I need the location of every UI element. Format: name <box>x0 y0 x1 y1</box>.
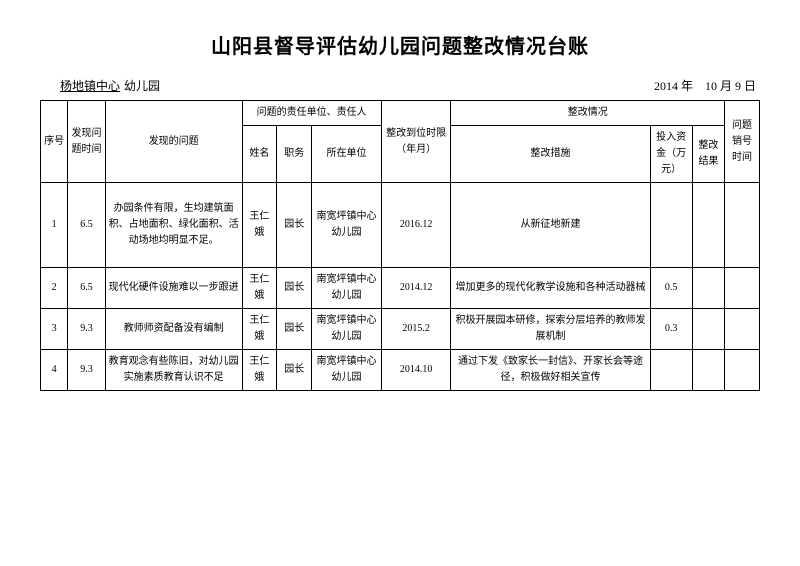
table-body: 1 6.5 办园条件有限，生均建筑面积、占地面积、绿化面积、活动场地均明显不足。… <box>41 183 760 391</box>
cell-time: 6.5 <box>68 183 105 268</box>
hdr-measure: 整改措施 <box>451 126 650 183</box>
hdr-position: 职务 <box>277 126 312 183</box>
table-row: 2 6.5 现代化硬件设施难以一步跟进 王仁娥 园长 南宽坪镇中心幼儿园 201… <box>41 268 760 309</box>
issues-table: 序号 发现问题时间 发现的问题 问题的责任单位、责任人 整改到位时限（年月） 整… <box>40 100 760 391</box>
cell-result <box>692 268 724 309</box>
table-row: 1 6.5 办园条件有限，生均建筑面积、占地面积、绿化面积、活动场地均明显不足。… <box>41 183 760 268</box>
cell-name: 王仁娥 <box>242 183 277 268</box>
cell-deadline: 2016.12 <box>381 183 451 268</box>
table-row: 4 9.3 教育观念有些陈旧，对幼儿园实施素质教育认识不足 王仁娥 园长 南宽坪… <box>41 350 760 391</box>
cell-measure: 增加更多的现代化教学设施和各种活动器械 <box>451 268 650 309</box>
cell-cancel <box>725 350 760 391</box>
hdr-resp-group: 问题的责任单位、责任人 <box>242 101 381 126</box>
cell-name: 王仁娥 <box>242 268 277 309</box>
hdr-name: 姓名 <box>242 126 277 183</box>
cell-result <box>692 350 724 391</box>
cell-unit: 南宽坪镇中心幼儿园 <box>312 309 382 350</box>
cell-seq: 4 <box>41 350 68 391</box>
hdr-found-time: 发现问题时间 <box>68 101 105 183</box>
cell-measure: 从新征地新建 <box>451 183 650 268</box>
org-label: 杨地镇中心幼儿园 <box>44 77 160 94</box>
cell-cancel <box>725 309 760 350</box>
cell-fund: 0.3 <box>650 309 692 350</box>
cell-unit: 南宽坪镇中心幼儿园 <box>312 183 382 268</box>
cell-position: 园长 <box>277 183 312 268</box>
cell-seq: 2 <box>41 268 68 309</box>
cell-measure: 通过下发《致家长一封信》、开家长会等途径，积极做好相关宣传 <box>451 350 650 391</box>
hdr-unit: 所在单位 <box>312 126 382 183</box>
cell-result <box>692 309 724 350</box>
meta-row: 杨地镇中心幼儿园 2014 年 10 月 9 日 <box>40 77 760 96</box>
report-date: 2014 年 10 月 9 日 <box>654 77 756 94</box>
org-name: 杨地镇中心 <box>56 79 124 93</box>
cell-fund <box>650 183 692 268</box>
hdr-issue: 发现的问题 <box>105 101 242 183</box>
cell-measure: 积极开展园本研修，探索分层培养的教师发展机制 <box>451 309 650 350</box>
cell-fund: 0.5 <box>650 268 692 309</box>
cell-position: 园长 <box>277 350 312 391</box>
cell-issue: 教师师资配备没有编制 <box>105 309 242 350</box>
cell-seq: 3 <box>41 309 68 350</box>
cell-unit: 南宽坪镇中心幼儿园 <box>312 350 382 391</box>
cell-deadline: 2014.12 <box>381 268 451 309</box>
cell-issue: 教育观念有些陈旧，对幼儿园实施素质教育认识不足 <box>105 350 242 391</box>
org-suffix: 幼儿园 <box>124 79 160 93</box>
cell-time: 9.3 <box>68 350 105 391</box>
cell-time: 6.5 <box>68 268 105 309</box>
table-header: 序号 发现问题时间 发现的问题 问题的责任单位、责任人 整改到位时限（年月） 整… <box>41 101 760 183</box>
cell-deadline: 2015.2 <box>381 309 451 350</box>
cell-cancel <box>725 183 760 268</box>
cell-result <box>692 183 724 268</box>
cell-position: 园长 <box>277 309 312 350</box>
cell-seq: 1 <box>41 183 68 268</box>
cell-issue: 办园条件有限，生均建筑面积、占地面积、绿化面积、活动场地均明显不足。 <box>105 183 242 268</box>
cell-fund <box>650 350 692 391</box>
hdr-cancel: 问题销号时间 <box>725 101 760 183</box>
cell-position: 园长 <box>277 268 312 309</box>
cell-unit: 南宽坪镇中心幼儿园 <box>312 268 382 309</box>
hdr-result: 整改结果 <box>692 126 724 183</box>
org-blank <box>44 79 56 93</box>
cell-name: 王仁娥 <box>242 350 277 391</box>
cell-deadline: 2014.10 <box>381 350 451 391</box>
cell-issue: 现代化硬件设施难以一步跟进 <box>105 268 242 309</box>
cell-name: 王仁娥 <box>242 309 277 350</box>
hdr-fund: 投入资金（万元） <box>650 126 692 183</box>
table-row: 3 9.3 教师师资配备没有编制 王仁娥 园长 南宽坪镇中心幼儿园 2015.2… <box>41 309 760 350</box>
cell-cancel <box>725 268 760 309</box>
hdr-deadline: 整改到位时限（年月） <box>381 101 451 183</box>
hdr-seq: 序号 <box>41 101 68 183</box>
hdr-rect-group: 整改情况 <box>451 101 725 126</box>
page-title: 山阳县督导评估幼儿园问题整改情况台账 <box>40 30 760 59</box>
cell-time: 9.3 <box>68 309 105 350</box>
